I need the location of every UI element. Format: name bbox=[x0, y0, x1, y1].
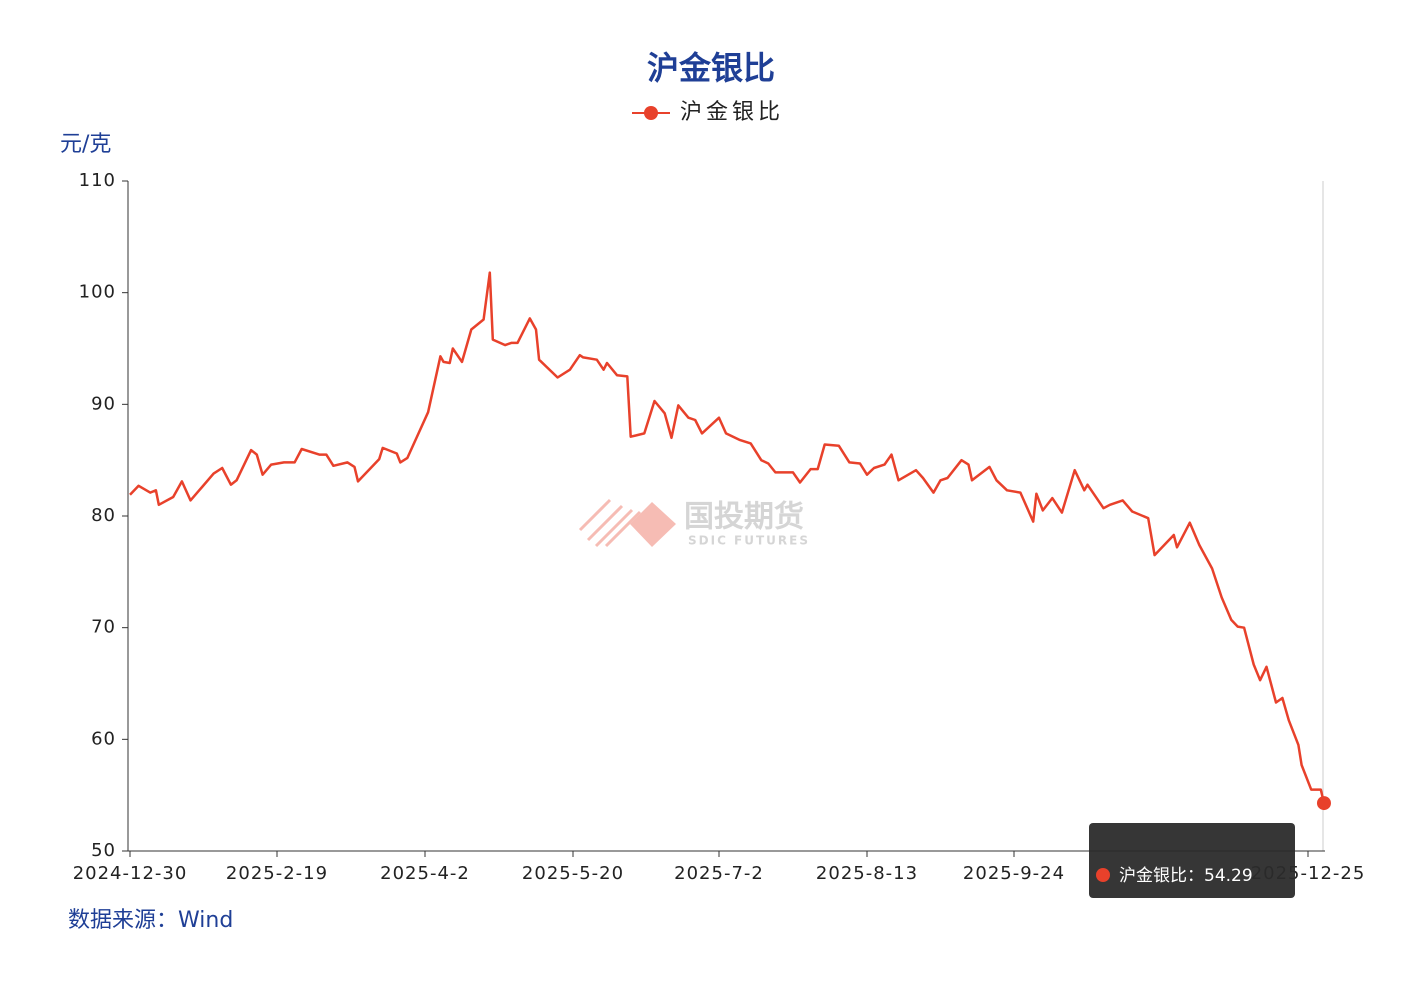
y-axis-unit: 元/克 bbox=[60, 132, 111, 157]
tooltip-value: 54.29 bbox=[1204, 866, 1253, 886]
y-tick-label: 60 bbox=[91, 728, 116, 749]
x-tick-label: 2024-12-30 bbox=[73, 863, 188, 884]
x-tick-label: 2025-5-20 bbox=[522, 863, 624, 884]
line-series bbox=[129, 271, 1326, 804]
y-tick-label: 70 bbox=[91, 617, 116, 638]
x-tick-label: 2025-2-19 bbox=[226, 863, 328, 884]
y-tick-label: 110 bbox=[79, 170, 116, 191]
x-tick-label: 2025-4-2 bbox=[380, 863, 470, 884]
x-tick-label: 2025-8-13 bbox=[816, 863, 918, 884]
y-tick-label: 80 bbox=[91, 505, 116, 526]
x-tick-label: 2025-7-2 bbox=[674, 863, 764, 884]
x-tick-label: 2025-9-24 bbox=[963, 863, 1065, 884]
tooltip-marker bbox=[1096, 868, 1110, 882]
watermark-name: 国投期货 bbox=[684, 500, 804, 535]
watermark-subname: SDIC FUTURES bbox=[688, 534, 810, 548]
chart-title: 沪金银比 bbox=[647, 49, 775, 87]
watermark: 国投期货 SDIC FUTURES bbox=[578, 498, 810, 548]
tooltip-series: 沪金银比 bbox=[1119, 866, 1187, 886]
y-tick-label: 90 bbox=[91, 393, 116, 414]
tooltip-box bbox=[1089, 823, 1295, 898]
y-tick-label: 50 bbox=[91, 840, 116, 861]
tooltip: 沪金银比：54.29 bbox=[1089, 823, 1295, 898]
tooltip-separator: ： bbox=[1187, 866, 1204, 886]
source-note: 数据来源：Wind bbox=[68, 908, 233, 933]
y-tick-label: 100 bbox=[79, 282, 116, 303]
legend-marker bbox=[644, 106, 658, 120]
tooltip-text: 沪金银比：54.29 bbox=[1119, 866, 1253, 886]
legend-label[interactable]: 沪金银比 bbox=[680, 100, 784, 125]
highlight-point bbox=[1316, 796, 1331, 811]
